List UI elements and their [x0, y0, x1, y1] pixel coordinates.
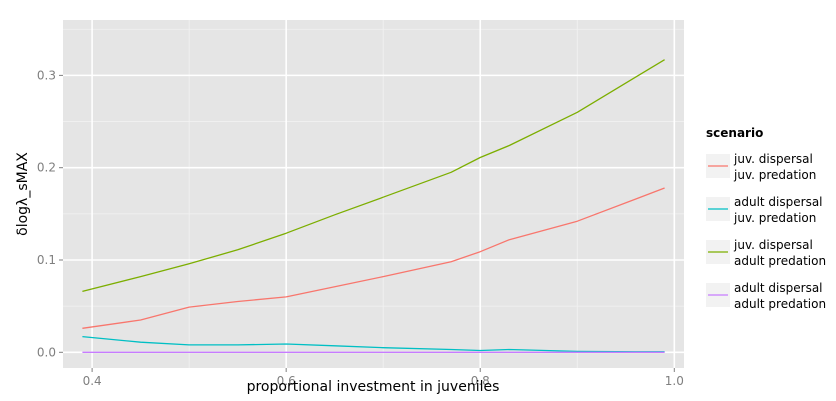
x-axis-ticks: 0.4 0.6 0.8 1.0 — [83, 368, 684, 388]
series-lines — [82, 59, 665, 353]
x-tick-label: 0.6 — [277, 374, 296, 388]
x-tick-label: 0.8 — [471, 374, 490, 388]
x-axis-title: proportional investment in juveniles — [247, 379, 500, 395]
y-tick-label: 0.0 — [37, 345, 56, 359]
series-line-2 — [82, 335, 665, 353]
minor-gridlines — [63, 20, 684, 368]
x-tick-label: 1.0 — [665, 374, 684, 388]
legend-label: adult predation — [734, 297, 826, 311]
legend-label: adult predation — [734, 254, 826, 268]
legend: scenario juv. dispersal juv. predation adu… — [706, 126, 826, 311]
x-tick-label: 0.4 — [83, 374, 102, 388]
y-tick-label: 0.3 — [37, 68, 56, 82]
series-line-1 — [82, 187, 665, 329]
y-tick-label: 0.1 — [37, 253, 56, 267]
y-axis-ticks: 0.0 0.1 0.2 0.3 — [37, 68, 63, 359]
legend-label: juv. predation — [733, 211, 816, 225]
legend-label: juv. dispersal — [733, 238, 813, 252]
legend-label: juv. predation — [733, 168, 816, 182]
plot-panel — [63, 20, 684, 368]
y-tick-label: 0.2 — [37, 161, 56, 175]
legend-label: juv. dispersal — [733, 152, 813, 166]
legend-label: adult dispersal — [734, 281, 823, 295]
legend-title: scenario — [706, 126, 763, 140]
series-line-3 — [82, 59, 665, 293]
y-axis-title: δlogλ_sMAX — [15, 152, 31, 236]
legend-label: adult dispersal — [734, 195, 823, 209]
